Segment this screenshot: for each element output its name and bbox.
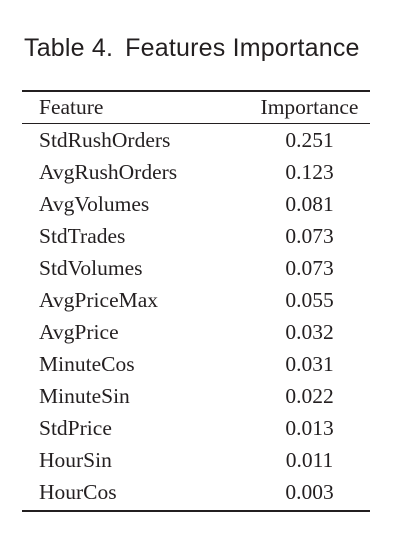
table-row: StdPrice 0.013 [22,412,370,444]
table-row: AvgPriceMax 0.055 [22,284,370,316]
table-row: MinuteCos 0.031 [22,348,370,380]
table-row: MinuteSin 0.022 [22,380,370,412]
table-row: AvgRushOrders 0.123 [22,156,370,188]
table-caption-title: Features Importance [125,34,360,62]
feature-cell: StdRushOrders [39,127,171,152]
importance-cell: 0.081 [285,191,334,216]
table-row: HourCos 0.003 [22,476,370,508]
table-row: StdRushOrders 0.251 [22,124,370,156]
header-feature: Feature [39,95,104,119]
table-row: HourSin 0.011 [22,444,370,476]
importance-cell: 0.032 [285,319,334,344]
features-importance-table: Feature Importance StdRushOrders 0.251 A… [22,90,370,512]
feature-cell: HourSin [39,447,112,472]
importance-cell: 0.073 [285,223,334,248]
feature-cell: HourCos [39,479,117,504]
table-caption: Table 4. Features Importance [24,34,360,63]
importance-cell: 0.011 [285,447,334,472]
importance-cell: 0.251 [285,127,334,152]
table-bottom-rule [22,510,370,512]
feature-cell: AvgPriceMax [39,287,159,312]
importance-cell: 0.123 [285,159,334,184]
feature-cell: AvgRushOrders [39,159,178,184]
feature-cell: MinuteCos [39,351,135,376]
importance-cell: 0.073 [285,255,334,280]
importance-cell: 0.022 [285,383,334,408]
table-row: StdVolumes 0.073 [22,252,370,284]
importance-cell: 0.003 [285,479,334,504]
importance-cell: 0.031 [285,351,334,376]
table-header-rule [22,123,370,124]
table-header-row: Feature Importance [22,92,370,123]
feature-cell: MinuteSin [39,383,130,408]
feature-cell: AvgVolumes [39,191,150,216]
feature-cell: StdTrades [39,223,126,248]
table-body: StdRushOrders 0.251 AvgRushOrders 0.123 … [22,124,370,510]
table-row: StdTrades 0.073 [22,220,370,252]
table-top-rule [22,90,370,92]
feature-cell: StdPrice [39,415,112,440]
feature-cell: AvgPrice [39,319,119,344]
feature-cell: StdVolumes [39,255,143,280]
header-importance: Importance [260,95,359,119]
importance-cell: 0.013 [285,415,334,440]
importance-cell: 0.055 [285,287,334,312]
table-row: AvgVolumes 0.081 [22,188,370,220]
table-caption-label: Table 4. [24,34,114,62]
table-row: AvgPrice 0.032 [22,316,370,348]
